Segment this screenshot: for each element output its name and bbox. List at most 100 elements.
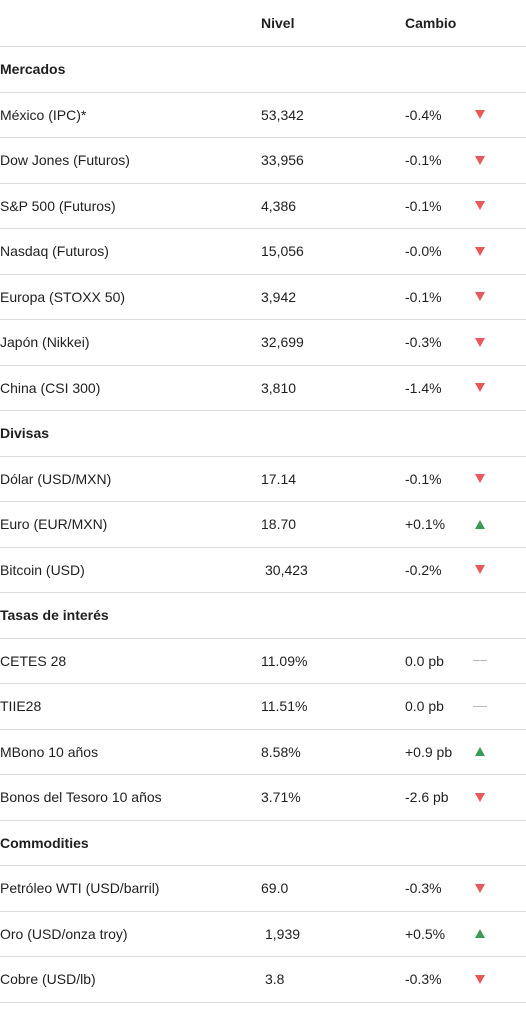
change-value: 0.0 pb: [405, 698, 444, 715]
table-row: México (IPC)* 53,342 -0.4%: [0, 93, 526, 138]
market-table: Nivel Cambio Mercados México (IPC)* 53,342…: [0, 0, 526, 1003]
section-title: Tasas de interés: [0, 607, 109, 624]
change-value: -0.4%: [405, 106, 442, 123]
down-triangle-icon-shape: [475, 337, 485, 347]
change-value: +0.5%: [405, 925, 446, 942]
instrument-name: S&P 500 (Futuros): [0, 197, 116, 214]
level-value: 4,386: [261, 197, 297, 214]
change-value: -0.3%: [405, 880, 442, 897]
table-row: Nasdaq (Futuros) 15,056 -0.0%: [0, 229, 526, 275]
table-body: Mercados México (IPC)* 53,342 -0.4% Dow Jone…: [0, 47, 526, 1003]
up-triangle-icon-shape: [475, 519, 485, 529]
up-triangle-icon: [472, 912, 488, 957]
change-value: -2.6 pb: [405, 789, 449, 806]
table-row: Dólar (USD/MXN) 17.14 -0.1%: [0, 457, 526, 502]
instrument-name: China (CSI 300): [0, 379, 101, 396]
down-triangle-icon-shape: [475, 292, 485, 302]
down-triangle-icon: [472, 366, 488, 411]
down-triangle-icon: [472, 548, 488, 593]
level-value: 33,956: [261, 152, 304, 169]
down-triangle-icon: [472, 184, 488, 229]
level-value: 8.58%: [261, 743, 301, 760]
instrument-name: Oro (USD/onza troy): [0, 925, 128, 942]
down-triangle-icon: [472, 957, 488, 1002]
level-value: 11.51%: [261, 698, 308, 715]
instrument-name: Europa (STOXX 50): [0, 288, 126, 305]
level-value: 3.71%: [261, 789, 301, 806]
down-triangle-icon: [472, 866, 488, 911]
level-value: 1,939: [265, 925, 301, 942]
level-value: 3,810: [261, 379, 297, 396]
instrument-name: Dólar (USD/MXN): [0, 470, 112, 487]
section-title: Mercados: [0, 61, 66, 78]
instrument-name: Nasdaq (Futuros): [0, 243, 109, 260]
down-triangle-icon-shape: [475, 201, 485, 211]
section-header-row: Commodities: [0, 821, 526, 866]
change-value: -0.2%: [405, 561, 442, 578]
level-value: 18.70: [261, 516, 297, 533]
table-row: CETES 28 11.09% 0.0 pb: [0, 639, 526, 684]
level-value: 17.14: [261, 470, 297, 487]
level-column-header: Nivel: [261, 15, 295, 31]
level-value: 32,699: [261, 334, 304, 351]
down-triangle-icon-shape: [475, 110, 485, 120]
level-value: 53,342: [261, 106, 304, 123]
instrument-name: Bonos del Tesoro 10 años: [0, 789, 162, 806]
section-header-row: Mercados: [0, 47, 526, 93]
section-header-row: Divisas: [0, 411, 526, 457]
table-row: Dow Jones (Futuros) 33,956 -0.1%: [0, 138, 526, 184]
table-row: Oro (USD/onza troy) 1,939 +0.5%: [0, 912, 526, 957]
instrument-name: Dow Jones (Futuros): [0, 152, 130, 169]
level-value: 11.09%: [261, 652, 308, 669]
down-triangle-icon: [472, 775, 488, 820]
down-triangle-icon: [472, 320, 488, 365]
down-triangle-icon-shape: [475, 565, 485, 575]
instrument-name: Petróleo WTI (USD/barril): [0, 880, 160, 897]
table-row: S&P 500 (Futuros) 4,386 -0.1%: [0, 184, 526, 229]
change-column-header: Cambio: [405, 15, 457, 31]
flat-dash-icon-shape: [473, 705, 487, 707]
change-value: -0.3%: [405, 334, 442, 351]
up-triangle-icon: [472, 730, 488, 775]
table-row: Euro (EUR/MXN) 18.70 +0.1%: [0, 502, 526, 548]
down-triangle-icon: [472, 93, 488, 138]
down-triangle-icon-shape: [475, 383, 485, 393]
level-value: 3.8: [265, 971, 285, 988]
section-title: Divisas: [0, 425, 50, 442]
table-row: Petróleo WTI (USD/barril) 69.0 -0.3%: [0, 866, 526, 912]
down-triangle-icon-shape: [475, 474, 485, 484]
change-value: -0.3%: [405, 971, 442, 988]
instrument-name: México (IPC)*: [0, 106, 87, 123]
instrument-name: CETES 28: [0, 652, 67, 669]
down-triangle-icon-shape: [475, 883, 485, 893]
table-row: Bitcoin (USD) 30,423 -0.2%: [0, 548, 526, 593]
flat-dash-icon-shape: [473, 660, 487, 662]
change-value: -0.1%: [405, 470, 442, 487]
table-row: Europa (STOXX 50) 3,942 -0.1%: [0, 275, 526, 320]
level-value: 69.0: [261, 880, 289, 897]
up-triangle-icon: [472, 502, 488, 547]
instrument-name: Euro (EUR/MXN): [0, 516, 108, 533]
level-value: 3,942: [261, 288, 297, 305]
change-value: -0.1%: [405, 288, 442, 305]
change-value: +0.9 pb: [405, 743, 453, 760]
change-value: +0.1%: [405, 516, 446, 533]
table-row: Bonos del Tesoro 10 años 3.71% -2.6 pb: [0, 775, 526, 821]
change-value: -1.4%: [405, 379, 442, 396]
instrument-name: Cobre (USD/lb): [0, 971, 96, 988]
table-header: Nivel Cambio: [0, 0, 526, 47]
change-value: -0.1%: [405, 197, 442, 214]
up-triangle-icon-shape: [475, 747, 485, 757]
down-triangle-icon-shape: [475, 974, 485, 984]
instrument-name: MBono 10 años: [0, 743, 99, 760]
section-title: Commodities: [0, 834, 89, 851]
down-triangle-icon-shape: [475, 792, 485, 802]
down-triangle-icon: [472, 229, 488, 274]
instrument-name: Japón (Nikkei): [0, 334, 90, 351]
up-triangle-icon-shape: [475, 929, 485, 939]
table-row: China (CSI 300) 3,810 -1.4%: [0, 366, 526, 411]
table-row: Japón (Nikkei) 32,699 -0.3%: [0, 320, 526, 366]
change-value: -0.1%: [405, 152, 442, 169]
flat-dash-icon: [472, 639, 488, 684]
instrument-name: TIIE28: [0, 698, 42, 715]
